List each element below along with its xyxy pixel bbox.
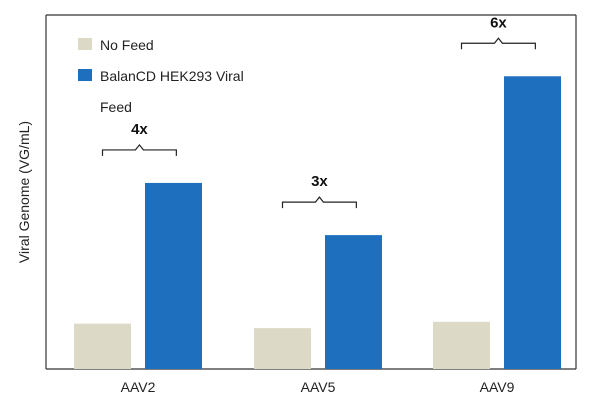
legend-label-no-feed: No Feed bbox=[100, 37, 154, 53]
annotations-group: 4x 3x 6x bbox=[103, 14, 536, 208]
bracket-aav5 bbox=[283, 197, 357, 208]
bar-aav2-no-feed bbox=[74, 324, 131, 369]
fold-change-label-aav2: 4x bbox=[131, 121, 148, 138]
fold-change-label-aav9: 6x bbox=[490, 14, 507, 31]
bar-aav2-balancd bbox=[145, 183, 202, 369]
legend-label-balancd-line1: BalanCD HEK293 Viral bbox=[100, 68, 244, 84]
bracket-aav9 bbox=[462, 38, 536, 49]
x-tick-label-aav5: AAV5 bbox=[301, 379, 336, 395]
legend-swatch-balancd bbox=[78, 69, 92, 81]
legend: No Feed BalanCD HEK293 Viral Feed bbox=[78, 37, 244, 115]
bar-aav9-no-feed bbox=[433, 322, 490, 369]
bracket-aav2 bbox=[103, 145, 177, 156]
y-axis-label: Viral Genome (VG/mL) bbox=[16, 121, 32, 263]
bar-aav9-balancd bbox=[504, 76, 561, 369]
x-tick-label-aav2: AAV2 bbox=[121, 379, 156, 395]
x-tick-label-aav9: AAV9 bbox=[480, 379, 515, 395]
legend-swatch-no-feed bbox=[78, 38, 92, 50]
legend-label-balancd-line2: Feed bbox=[100, 99, 132, 115]
fold-change-label-aav5: 3x bbox=[311, 173, 328, 190]
bar-aav5-balancd bbox=[325, 235, 382, 369]
x-tick-labels: AAV2 AAV5 AAV9 bbox=[121, 379, 515, 395]
bar-chart: Viral Genome (VG/mL) 4x 3x 6x AAV2 AAV5 AAV9… bbox=[0, 0, 600, 419]
bar-aav5-no-feed bbox=[254, 328, 311, 369]
